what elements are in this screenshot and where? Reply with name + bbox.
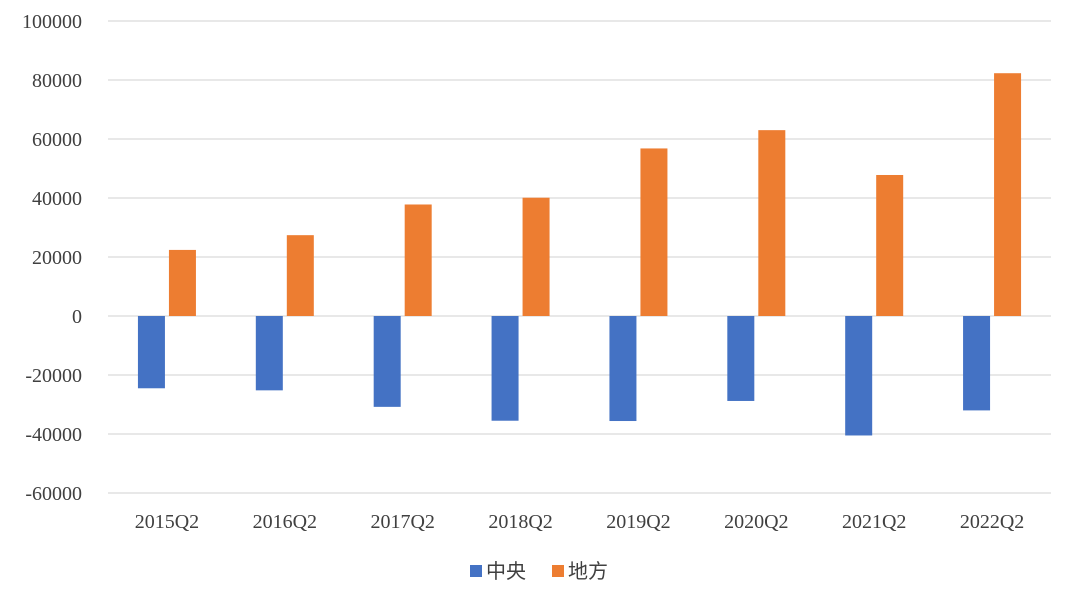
x-tick-label: 2020Q2 <box>724 511 788 533</box>
bar-central-2015Q2 <box>137 316 165 389</box>
bar-local-2017Q2 <box>404 204 432 316</box>
y-tick-label: 100000 <box>22 11 82 33</box>
x-tick-label: 2019Q2 <box>606 511 670 533</box>
legend-label: 中央 <box>486 559 526 583</box>
bar-central-2017Q2 <box>373 316 401 407</box>
bar-central-2022Q2 <box>963 316 991 411</box>
y-tick-label: 20000 <box>32 247 82 269</box>
x-tick-label: 2018Q2 <box>488 511 552 533</box>
x-axis-tick-labels: 2015Q2 2016Q2 2017Q2 2018Q2 2019Q2 2020Q2 2021… <box>135 511 1025 533</box>
bar-local-2018Q2 <box>522 197 550 316</box>
y-tick-label: -60000 <box>25 483 82 505</box>
bar-central-2019Q2 <box>609 316 637 422</box>
bar-local-2022Q2 <box>994 73 1022 316</box>
bar-central-2018Q2 <box>491 316 519 421</box>
y-tick-label: -40000 <box>25 424 82 446</box>
legend-swatch <box>470 565 482 577</box>
bar-local-2020Q2 <box>758 130 786 316</box>
y-tick-label: 40000 <box>32 188 82 210</box>
x-tick-label: 2015Q2 <box>135 511 199 533</box>
x-tick-label: 2021Q2 <box>842 511 906 533</box>
y-tick-label: -20000 <box>25 365 82 387</box>
legend-label: 地方 <box>568 559 608 583</box>
y-tick-label: 60000 <box>32 129 82 151</box>
x-tick-label: 2017Q2 <box>370 511 434 533</box>
y-axis-tick-labels: 100000 80000 60000 40000 20000 0 -20000 -40000 -… <box>22 11 82 505</box>
bar-central-2021Q2 <box>845 316 873 436</box>
bars <box>137 73 1022 436</box>
x-tick-label: 2022Q2 <box>960 511 1024 533</box>
y-tick-label: 80000 <box>32 70 82 92</box>
bar-central-2020Q2 <box>727 316 755 401</box>
x-tick-label: 2016Q2 <box>253 511 317 533</box>
y-tick-label: 0 <box>72 306 82 328</box>
bar-local-2021Q2 <box>876 174 904 316</box>
legend-swatch <box>552 565 564 577</box>
gridlines <box>108 20 1051 494</box>
bar-local-2019Q2 <box>640 148 668 316</box>
legend: 中央 地方 <box>470 559 608 583</box>
bar-central-2016Q2 <box>255 316 283 391</box>
bar-local-2016Q2 <box>286 235 314 316</box>
bar-local-2015Q2 <box>168 249 196 316</box>
